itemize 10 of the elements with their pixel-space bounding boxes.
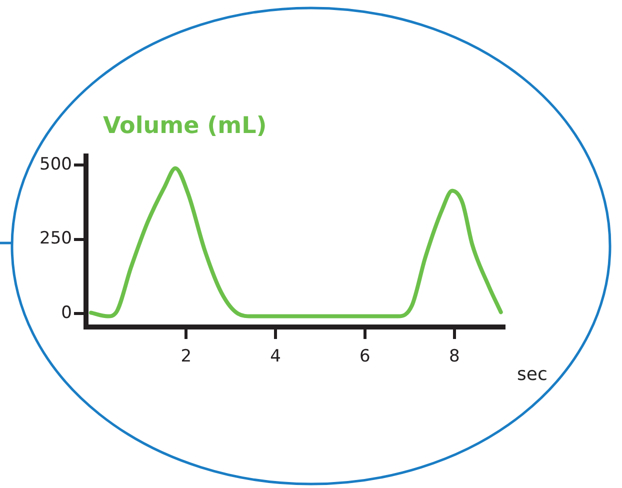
y-tick-label: 250 — [40, 228, 72, 249]
x-tick-label: 8 — [448, 346, 460, 367]
x-tick-label: 2 — [180, 346, 192, 367]
chart-title: Volume (mL) — [103, 113, 267, 139]
x-axis-title: sec — [517, 364, 548, 385]
y-tick-label: 500 — [40, 154, 72, 174]
y-tick-label: 0 — [61, 303, 72, 324]
x-tick-label: 4 — [270, 346, 281, 367]
x-tick-label: 6 — [360, 346, 370, 367]
line-series — [88, 166, 503, 318]
